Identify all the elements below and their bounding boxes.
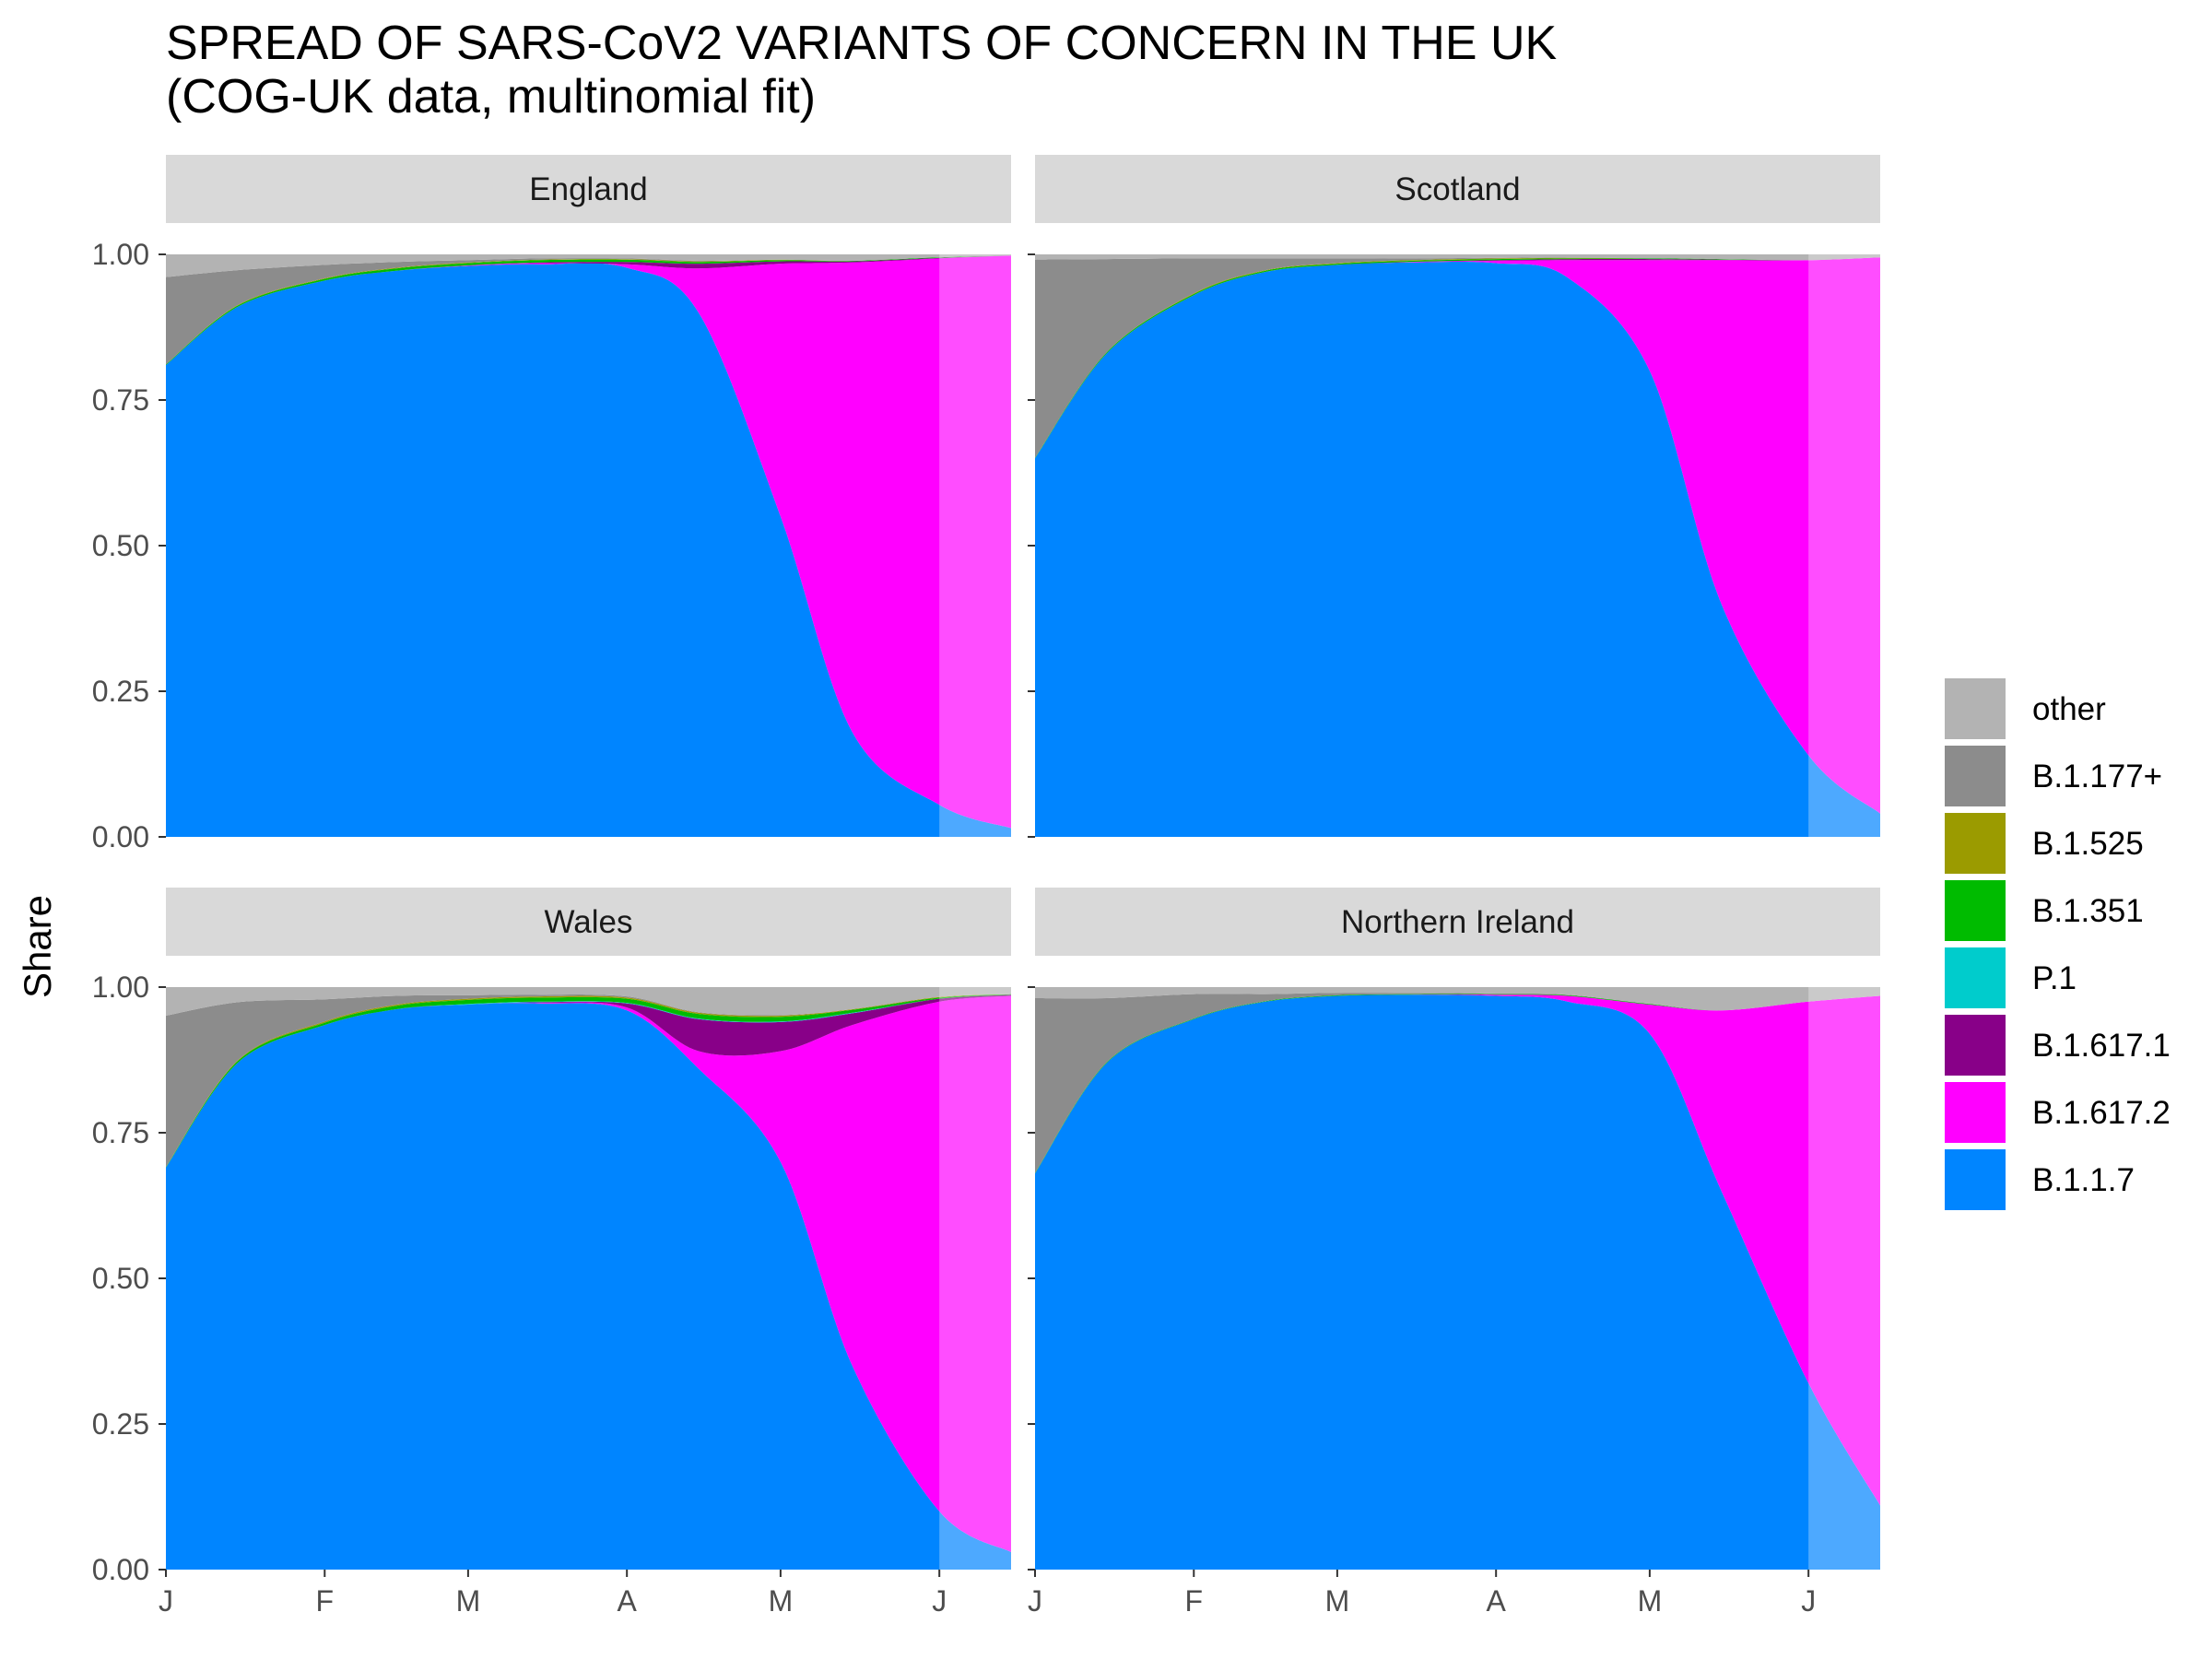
- legend-key-b-1-617-2: [1945, 1082, 2006, 1143]
- y-tick-label-england-3: 0.75: [92, 383, 149, 417]
- y-tick-label-england-4: 1.00: [92, 238, 149, 271]
- area-wales-b-1-617-1: [166, 994, 1011, 1168]
- chart-title-line1: SPREAD OF SARS-CoV2 VARIANTS OF CONCERN …: [166, 17, 1558, 70]
- legend-key-b-1-351: [1945, 880, 2006, 941]
- legend-label-b-1-1-7: B.1.1.7: [2032, 1162, 2135, 1198]
- y-axis-scotland: [1028, 253, 1035, 838]
- x-tick-label-wales-2: M: [456, 1584, 481, 1618]
- y-tick-label-wales-3: 0.75: [92, 1116, 149, 1149]
- y-axis-title: Share: [16, 895, 59, 998]
- legend-key-other: [1945, 678, 2006, 739]
- legend-key-b-1-1-7: [1945, 1149, 2006, 1210]
- panel-scotland: Scotland: [1028, 155, 1880, 838]
- area-northern-ireland-b-1-1-7: [1035, 994, 1880, 1570]
- area-wales-b-1-177: [166, 994, 1011, 1168]
- areas-scotland: [1035, 254, 1880, 837]
- x-tick-label-northern-ireland-5: J: [1801, 1584, 1816, 1618]
- y-tick-label-wales-4: 1.00: [92, 971, 149, 1004]
- area-wales-b-1-1-7: [166, 1003, 1011, 1570]
- area-wales-other: [166, 987, 1011, 1016]
- chart-title: SPREAD OF SARS-CoV2 VARIANTS OF CONCERN …: [166, 17, 1557, 124]
- y-axis-northern-ireland: [1028, 986, 1035, 1571]
- strip-label-wales: Wales: [545, 904, 633, 940]
- areas-wales: [166, 987, 1011, 1570]
- x-tick-label-northern-ireland-3: A: [1487, 1584, 1507, 1618]
- strip-label-scotland: Scotland: [1394, 171, 1520, 207]
- legend: other B.1.177+ B.1.525 B.1.351 P.1 B.1.617.1 B…: [1945, 678, 2171, 1210]
- x-tick-label-northern-ireland-1: F: [1185, 1584, 1204, 1618]
- area-scotland-b-1-617-2: [1035, 257, 1880, 814]
- strip-england: [166, 155, 1011, 223]
- panel-england: England 0.00 0.25 0.50 0.75 1.00: [92, 155, 1011, 853]
- legend-key-b-1-525: [1945, 813, 2006, 874]
- x-tick-label-northern-ireland-4: M: [1638, 1584, 1663, 1618]
- panel-northern-ireland: Northern Ireland J F M A M J: [1028, 888, 1880, 1618]
- y-axis-title-group: Share: [16, 895, 59, 998]
- legend-label-p-1: P.1: [2032, 960, 2077, 996]
- areas-northern-ireland: [1035, 987, 1880, 1570]
- area-northern-ireland-b-1-617-2: [1035, 994, 1880, 1506]
- areas-england: [166, 254, 1011, 837]
- chart-title-line2: (COG-UK data, multinomial fit): [166, 70, 817, 124]
- prediction-overlay-scotland: [1808, 254, 1880, 837]
- area-england-b-1-617-2: [166, 255, 1011, 829]
- x-tick-label-wales-3: A: [618, 1584, 638, 1618]
- y-tick-label-wales-2: 0.50: [92, 1262, 149, 1295]
- prediction-overlay-england: [939, 254, 1011, 837]
- area-northern-ireland-b-1-177: [1035, 993, 1880, 1173]
- legend-label-b-1-525: B.1.525: [2032, 826, 2144, 862]
- legend-key-b-1-177: [1945, 746, 2006, 806]
- area-england-other: [166, 254, 1011, 277]
- prediction-overlay-northern-ireland: [1808, 987, 1880, 1570]
- x-tick-label-northern-ireland-2: M: [1325, 1584, 1350, 1618]
- prediction-overlay-wales: [939, 987, 1011, 1570]
- legend-label-b-1-351: B.1.351: [2032, 893, 2144, 929]
- y-tick-label-wales-1: 0.25: [92, 1407, 149, 1441]
- strip-wales: [166, 888, 1011, 956]
- x-tick-label-northern-ireland-0: J: [1028, 1584, 1042, 1618]
- area-wales-b-1-617-2: [166, 995, 1011, 1552]
- legend-key-p-1: [1945, 947, 2006, 1008]
- legend-key-b-1-617-1: [1945, 1015, 2006, 1076]
- strip-label-northern-ireland: Northern Ireland: [1341, 904, 1574, 940]
- x-tick-label-wales-1: F: [316, 1584, 335, 1618]
- x-tick-label-wales-0: J: [159, 1584, 173, 1618]
- strip-scotland: [1035, 155, 1880, 223]
- y-tick-label-wales-0: 0.00: [92, 1553, 149, 1586]
- strip-northern-ireland: [1035, 888, 1880, 956]
- x-tick-label-wales-4: M: [769, 1584, 794, 1618]
- y-axis-wales: 0.00 0.25 0.50 0.75 1.00: [92, 971, 166, 1586]
- area-scotland-b-1-1-7: [1035, 261, 1880, 837]
- legend-label-other: other: [2032, 691, 2106, 727]
- area-england-b-1-1-7: [166, 263, 1011, 837]
- legend-label-b-1-617-1: B.1.617.1: [2032, 1028, 2171, 1064]
- y-tick-label-england-0: 0.00: [92, 820, 149, 853]
- legend-label-b-1-177: B.1.177+: [2032, 759, 2162, 794]
- area-northern-ireland-other: [1035, 987, 1880, 1011]
- y-axis-england: 0.00 0.25 0.50 0.75 1.00: [92, 238, 166, 853]
- x-tick-label-wales-5: J: [932, 1584, 947, 1618]
- facet-panels: England 0.00 0.25 0.50 0.75 1.00 Scotland Wales…: [92, 155, 1880, 1618]
- y-tick-label-england-1: 0.25: [92, 675, 149, 708]
- area-scotland-other: [1035, 254, 1880, 261]
- y-tick-label-england-2: 0.50: [92, 529, 149, 562]
- strip-label-england: England: [529, 171, 647, 207]
- area-scotland-b-1-177: [1035, 257, 1880, 458]
- panel-wales: Wales 0.00 0.25 0.50 0.75 1.00 J F M A M J: [92, 888, 1011, 1618]
- legend-label-b-1-617-2: B.1.617.2: [2032, 1095, 2171, 1131]
